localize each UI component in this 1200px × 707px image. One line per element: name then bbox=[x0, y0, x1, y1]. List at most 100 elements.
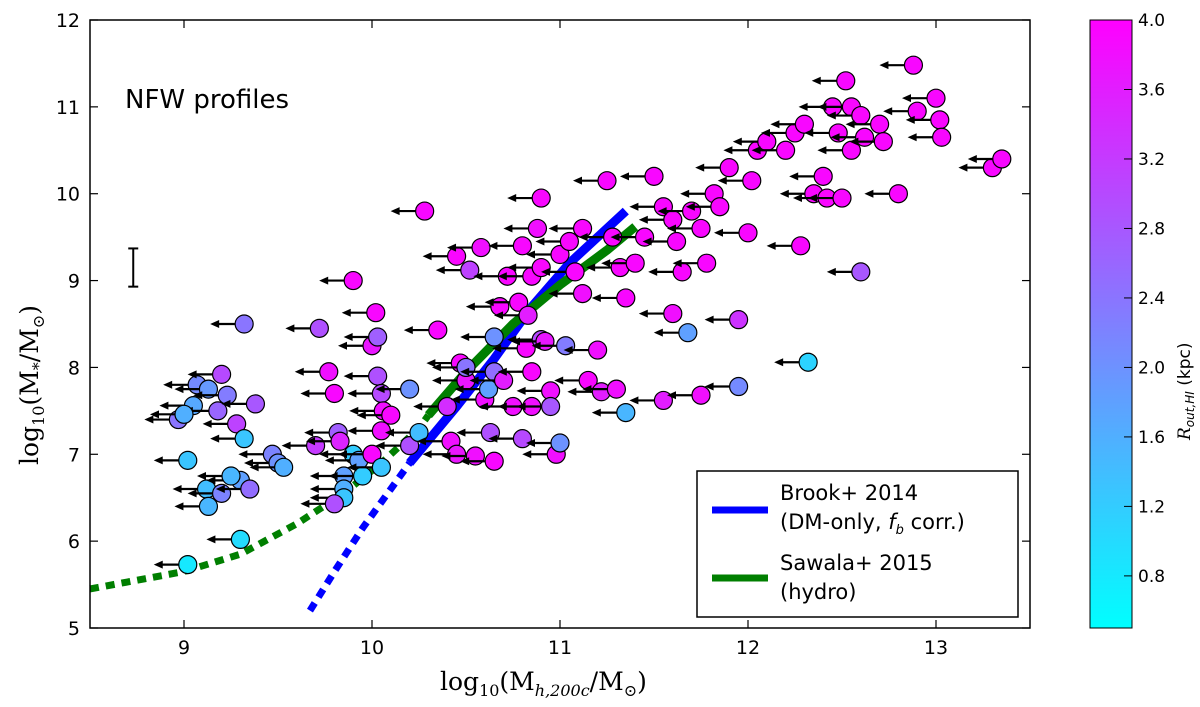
y-tick-label: 6 bbox=[68, 531, 80, 553]
point-marker bbox=[791, 236, 811, 256]
upper-limit-arrow-head bbox=[304, 428, 314, 437]
colorbar-tick-label: 4.0 bbox=[1138, 11, 1165, 31]
data-point bbox=[563, 340, 608, 360]
upper-limit-arrow-head bbox=[535, 237, 545, 246]
upper-limit-arrow-head bbox=[704, 315, 714, 324]
upper-limit-arrow-head bbox=[849, 137, 859, 146]
point-marker bbox=[178, 554, 198, 575]
data-point bbox=[422, 246, 467, 266]
upper-limit-arrow-head bbox=[309, 472, 319, 480]
upper-limit-arrow-head bbox=[144, 415, 154, 424]
point-marker bbox=[415, 201, 435, 221]
data-point bbox=[826, 105, 871, 126]
data-point bbox=[285, 318, 329, 338]
upper-limit-arrow-head bbox=[804, 128, 814, 137]
data-point bbox=[174, 379, 219, 399]
upper-limit-arrow-head bbox=[578, 233, 588, 242]
upper-limit-arrow-head bbox=[375, 441, 385, 450]
point-marker bbox=[527, 218, 548, 239]
data-point bbox=[849, 132, 893, 152]
data-point bbox=[591, 402, 636, 423]
data-point bbox=[488, 236, 533, 256]
upper-limit-arrow-head bbox=[163, 380, 173, 389]
upper-limit-arrow-head bbox=[826, 111, 836, 120]
x-tick-label: 9 bbox=[178, 637, 190, 659]
upper-limit-arrow-head bbox=[526, 250, 535, 259]
point-marker bbox=[550, 244, 570, 265]
point-marker bbox=[550, 433, 570, 453]
upper-limit-arrow-head bbox=[657, 207, 667, 216]
legend-label-sawala: Sawala+ 2015 bbox=[780, 551, 933, 575]
point-marker bbox=[221, 466, 241, 486]
data-point bbox=[447, 237, 491, 258]
point-marker bbox=[230, 529, 250, 550]
upper-limit-arrow-head bbox=[300, 389, 310, 398]
point-marker bbox=[559, 231, 580, 252]
data-point bbox=[347, 457, 391, 477]
point-marker bbox=[606, 379, 627, 399]
upper-limit-arrow-head bbox=[206, 476, 216, 485]
y-axis-label: log10(M*/M⊙) bbox=[15, 305, 48, 465]
point-marker bbox=[851, 262, 871, 282]
point-marker bbox=[509, 292, 529, 312]
point-marker bbox=[869, 114, 890, 134]
point-marker bbox=[484, 451, 504, 471]
data-point bbox=[503, 218, 548, 239]
point-marker bbox=[368, 327, 388, 347]
point-marker bbox=[371, 421, 391, 441]
upper-limit-arrow-head bbox=[249, 463, 259, 472]
upper-limit-arrow-head bbox=[343, 372, 353, 381]
chart-annotation: NFW profiles bbox=[125, 85, 289, 115]
data-point bbox=[548, 218, 593, 239]
y-tick-label: 9 bbox=[68, 271, 80, 293]
upper-limit-arrow-head bbox=[338, 341, 347, 350]
data-point bbox=[573, 171, 617, 191]
colorbar-ticks: 0.8 1.2 1.6 2.0 2.4 2.8 3.2 3.6 4.0 bbox=[1124, 11, 1165, 587]
data-point bbox=[460, 451, 504, 471]
upper-limit-arrow-head bbox=[779, 189, 789, 198]
upper-limit-arrow-head bbox=[202, 419, 212, 428]
point-marker bbox=[798, 352, 818, 372]
data-point bbox=[516, 396, 561, 417]
upper-limit-arrow-head bbox=[187, 489, 197, 498]
point-marker bbox=[540, 396, 561, 417]
upper-limit-arrow-head bbox=[672, 259, 682, 268]
upper-limit-arrow-head bbox=[454, 385, 464, 394]
y-tick-label: 12 bbox=[56, 10, 80, 32]
upper-limit-arrow-head bbox=[685, 202, 695, 211]
colorbar-tick-label: 0.8 bbox=[1138, 567, 1165, 587]
data-point bbox=[672, 253, 717, 273]
upper-limit-arrow-head bbox=[531, 341, 541, 350]
upper-limit-arrow-head bbox=[714, 228, 723, 237]
colorbar-gradient bbox=[1089, 19, 1133, 629]
data-point bbox=[774, 352, 818, 372]
point-marker bbox=[319, 362, 339, 382]
data-point bbox=[375, 379, 420, 399]
point-marker bbox=[728, 310, 749, 330]
point-marker bbox=[512, 429, 533, 449]
upper-limit-arrow-head bbox=[435, 266, 445, 275]
point-marker bbox=[926, 88, 946, 108]
data-point bbox=[685, 197, 730, 217]
data-point bbox=[206, 529, 250, 550]
data-point bbox=[150, 404, 194, 424]
upper-limit-arrow-head bbox=[465, 302, 475, 311]
data-point bbox=[497, 362, 542, 382]
upper-limit-arrow-head bbox=[426, 359, 436, 368]
data-point bbox=[591, 288, 636, 308]
point-marker bbox=[678, 323, 698, 343]
data-point bbox=[210, 314, 254, 334]
upper-limit-arrow-head bbox=[349, 406, 359, 415]
data-point bbox=[789, 166, 833, 186]
upper-limit-arrow-head bbox=[967, 154, 977, 163]
upper-limit-arrow-head bbox=[620, 172, 629, 181]
upper-limit-arrow-head bbox=[413, 402, 423, 411]
upper-limit-arrow-head bbox=[197, 472, 206, 480]
upper-limit-arrow-head bbox=[497, 402, 507, 411]
point-marker bbox=[309, 318, 329, 338]
x-axis-label: log10(Mh,200c/M⊙) bbox=[440, 667, 647, 700]
upper-limit-arrow-head bbox=[591, 408, 601, 417]
point-marker bbox=[428, 320, 448, 340]
upper-limit-arrow-head bbox=[450, 395, 460, 404]
data-point bbox=[356, 405, 401, 425]
